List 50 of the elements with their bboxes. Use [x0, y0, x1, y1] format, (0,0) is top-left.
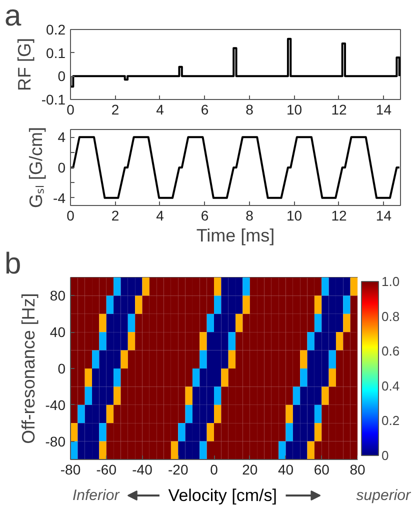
x-tick-label: 2: [111, 208, 120, 224]
x-tick-label: 8: [246, 102, 254, 118]
x-tick-label: 40: [278, 462, 294, 478]
x-axis-title: Time [ms]: [196, 226, 275, 246]
y-axis-title: RF [G]: [14, 38, 34, 91]
color-bar-label: 0.8: [382, 308, 400, 324]
x-tick-label: -20: [168, 462, 188, 478]
x-tick-label: 12: [331, 208, 347, 224]
x-tick-label: 4: [156, 102, 164, 118]
x-tick-label: 6: [200, 208, 209, 224]
y-axis-title: Off-resonance [Hz]: [18, 293, 38, 444]
x-tick-label: 10: [286, 102, 302, 118]
color-bar-label: 0.2: [382, 413, 400, 428]
chart-title: b: [4, 248, 22, 280]
x-tick-label: 20: [242, 462, 258, 478]
text: superior: [356, 487, 412, 504]
x-tick-label: 8: [246, 208, 254, 224]
color-bar-label: 0.6: [382, 344, 400, 359]
y-tick-label: 0.1: [46, 44, 66, 61]
y-tick-label: 40: [50, 324, 66, 340]
color-bar-label: 0: [382, 448, 389, 463]
x-tick-label: 10: [286, 208, 302, 224]
x-tick-label: 12: [331, 102, 347, 118]
y-tick-label: -80: [45, 433, 66, 450]
color-bar-label: 0.4: [382, 378, 400, 394]
color-bar-label: 1.0: [382, 274, 400, 289]
y-tick-label: 0: [58, 360, 66, 376]
x-tick-label: -60: [96, 462, 117, 478]
y-axis-title: Gₛₗ [G/cm]: [26, 127, 46, 208]
y-tick-label: 4: [58, 129, 66, 146]
y-tick-label: -40: [45, 396, 66, 413]
x-tick-label: 4: [156, 208, 164, 224]
x-tick-label: -40: [132, 462, 153, 478]
line-series: [70, 38, 400, 88]
x-tick-label: 0: [210, 462, 218, 478]
x-tick-label: 80: [350, 462, 366, 478]
text: Inferior: [72, 487, 120, 504]
y-tick-label: 0.2: [46, 22, 66, 38]
x-axis-title: Velocity [cm/s]: [168, 486, 277, 505]
x-tick-label: 60: [314, 462, 330, 478]
x-tick-label: 14: [376, 208, 392, 224]
y-tick-label: 0: [58, 68, 66, 84]
y-tick-label: 0: [58, 160, 66, 176]
y-tick-label: 80: [50, 288, 66, 304]
x-tick-label: 14: [376, 102, 392, 118]
x-tick-label: 2: [111, 102, 120, 118]
x-tick-label: 6: [200, 102, 209, 118]
chart-title: a: [4, 0, 22, 32]
y-tick-label: -4: [53, 190, 66, 206]
y-tick-label: -0.1: [41, 92, 66, 108]
